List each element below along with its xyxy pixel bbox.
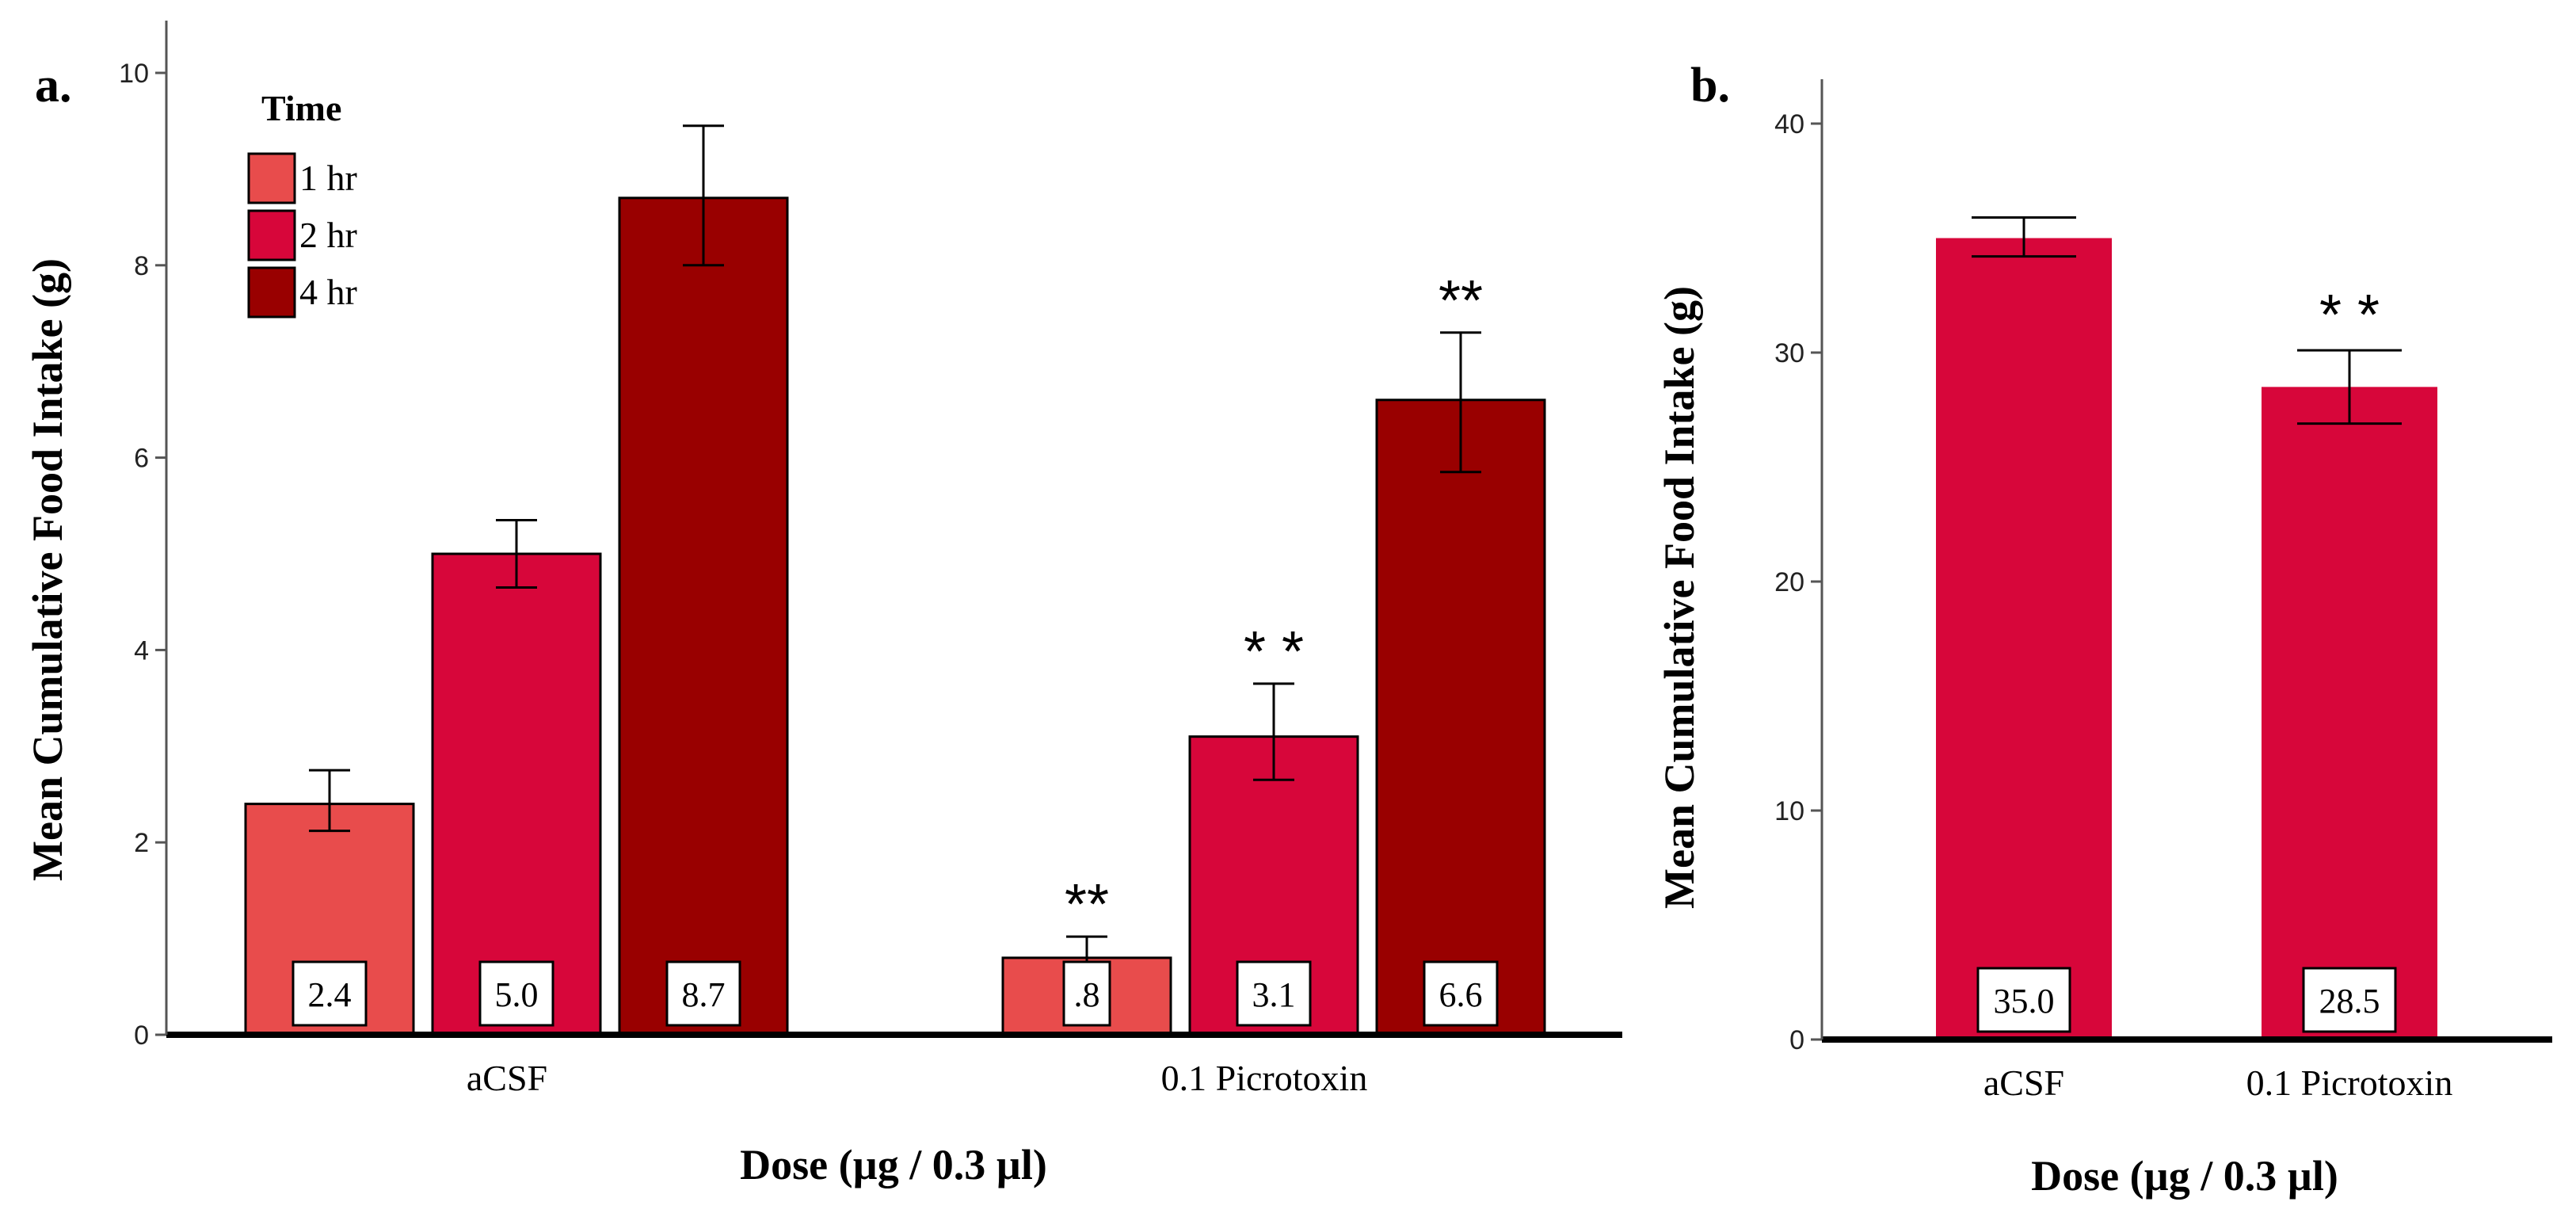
- panel-b-y-tick-label: 20: [1774, 567, 1804, 597]
- legend-swatch-1hr: [247, 152, 296, 204]
- panel-a-label: a.: [35, 59, 72, 113]
- panel-a-data-label-box: [478, 960, 554, 1027]
- panel-b-x-category-label: aCSF: [1983, 1062, 2064, 1103]
- panel-b-bar-0: [1936, 238, 2112, 1040]
- panel-a-data-label: 8.7: [682, 975, 726, 1014]
- legend-entry-2hr: 2 hr: [299, 215, 357, 255]
- panel-a-data-label-box: [665, 960, 741, 1027]
- panel-b-data-label: 35.0: [1994, 982, 2055, 1021]
- panel-b-significance-marker: * *: [2319, 284, 2380, 347]
- panel-a-data-label: 5.0: [495, 975, 539, 1014]
- panel-a-data-label-box: [1423, 960, 1499, 1027]
- legend-swatch-2hr: [247, 209, 296, 261]
- panel-a-x-category-label: 0.1 Picrotoxin: [1161, 1058, 1368, 1098]
- legend-entry-1hr: 1 hr: [299, 158, 357, 198]
- panel-b-y-axis-title: Mean Cumulative Food Intake (g): [1656, 286, 1703, 909]
- panel-b-data-label-box: [2302, 967, 2397, 1033]
- panel-a-data-label: 2.4: [308, 975, 352, 1014]
- panel-a-y-axis-title: Mean Cumulative Food Intake (g): [24, 258, 71, 881]
- legend-entry-4hr: 4 hr: [299, 272, 357, 312]
- panel-a-data-label-box: [1236, 960, 1312, 1027]
- panel-a-x-axis-title: Dose (µg / 0.3 µl): [740, 1141, 1047, 1188]
- panel-a-y-tick-label: 4: [134, 635, 149, 666]
- panel-a-y-tick-label: 8: [134, 251, 149, 281]
- panel-b-x-axis-title: Dose (µg / 0.3 µl): [2031, 1152, 2338, 1200]
- panel-a-x-category-label: aCSF: [467, 1058, 547, 1098]
- panel-a-bar-4hr-0: [618, 196, 789, 1036]
- legend-title: Time: [261, 88, 341, 128]
- panel-a-significance-marker: **: [1439, 269, 1483, 333]
- panel-b-data-label: 28.5: [2319, 982, 2380, 1021]
- panel-b-y-tick-label: 30: [1774, 338, 1804, 368]
- panel-a-data-label-box: [1062, 960, 1111, 1027]
- panel-a-data-label-box: [292, 960, 368, 1027]
- panel-b-y-tick-label: 10: [1774, 796, 1804, 826]
- panel-a-significance-marker: * *: [1244, 620, 1304, 684]
- panel-a-data-label: 6.6: [1439, 975, 1483, 1014]
- panel-a-y-tick-label: 10: [119, 59, 149, 89]
- panel-b-y-tick-label: 40: [1774, 109, 1804, 139]
- panel-a-data-label: .8: [1074, 975, 1100, 1014]
- panel-b-x-category-label: 0.1 Picrotoxin: [2246, 1062, 2453, 1103]
- panel-b-label: b.: [1690, 59, 1730, 113]
- panel-a-bar-4hr-1: [1375, 399, 1546, 1036]
- panel-a-significance-marker: **: [1065, 873, 1109, 937]
- panel-b-y-tick-label: 0: [1789, 1025, 1804, 1055]
- panel-a-y-tick-label: 0: [134, 1021, 149, 1051]
- panel-a-data-label: 3.1: [1252, 975, 1296, 1014]
- panel-a: a. 2.4 5.0 8.7 .8 ** 3.1 * * 6.6 ** 0 2 4 6 8 10 aCSF…: [24, 21, 1622, 1188]
- panel-a-y-tick-label: 6: [134, 444, 149, 474]
- panel-b-bar-1: [2262, 387, 2437, 1040]
- panel-b: b. 35.0 28.5 * * 0 10 20 30 40 aCSF 0.1 Picroto…: [1656, 59, 2552, 1200]
- legend-swatch-4hr: [247, 266, 296, 319]
- panel-a-y-tick-label: 2: [134, 828, 149, 858]
- panel-b-data-label-box: [1976, 967, 2071, 1033]
- panel-a-legend: Time 1 hr 2 hr 4 hr: [247, 88, 357, 319]
